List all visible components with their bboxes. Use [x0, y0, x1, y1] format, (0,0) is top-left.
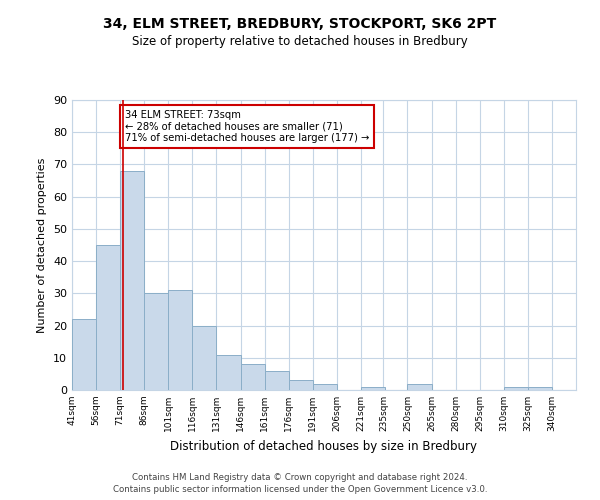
Y-axis label: Number of detached properties: Number of detached properties	[37, 158, 47, 332]
Bar	[169, 290, 193, 390]
Bar	[96, 245, 120, 390]
Bar	[407, 384, 431, 390]
Bar	[217, 354, 241, 390]
Bar	[361, 387, 385, 390]
Text: 34, ELM STREET, BREDBURY, STOCKPORT, SK6 2PT: 34, ELM STREET, BREDBURY, STOCKPORT, SK6…	[103, 18, 497, 32]
Text: 34 ELM STREET: 73sqm
← 28% of detached houses are smaller (71)
71% of semi-detac: 34 ELM STREET: 73sqm ← 28% of detached h…	[125, 110, 370, 143]
Bar	[120, 171, 144, 390]
Bar	[265, 370, 289, 390]
Bar	[289, 380, 313, 390]
Bar	[241, 364, 265, 390]
Bar	[144, 294, 169, 390]
Text: Size of property relative to detached houses in Bredbury: Size of property relative to detached ho…	[132, 35, 468, 48]
Bar	[504, 387, 528, 390]
Bar	[72, 319, 96, 390]
Text: Contains HM Land Registry data © Crown copyright and database right 2024.: Contains HM Land Registry data © Crown c…	[132, 473, 468, 482]
Bar	[193, 326, 217, 390]
X-axis label: Distribution of detached houses by size in Bredbury: Distribution of detached houses by size …	[170, 440, 478, 452]
Text: Contains public sector information licensed under the Open Government Licence v3: Contains public sector information licen…	[113, 484, 487, 494]
Bar	[528, 387, 552, 390]
Bar	[313, 384, 337, 390]
